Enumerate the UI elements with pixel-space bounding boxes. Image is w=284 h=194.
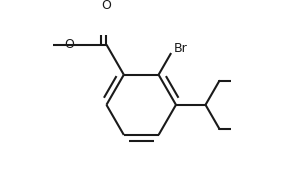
Text: Br: Br	[174, 42, 187, 55]
Text: O: O	[64, 38, 74, 51]
Text: O: O	[101, 0, 111, 12]
